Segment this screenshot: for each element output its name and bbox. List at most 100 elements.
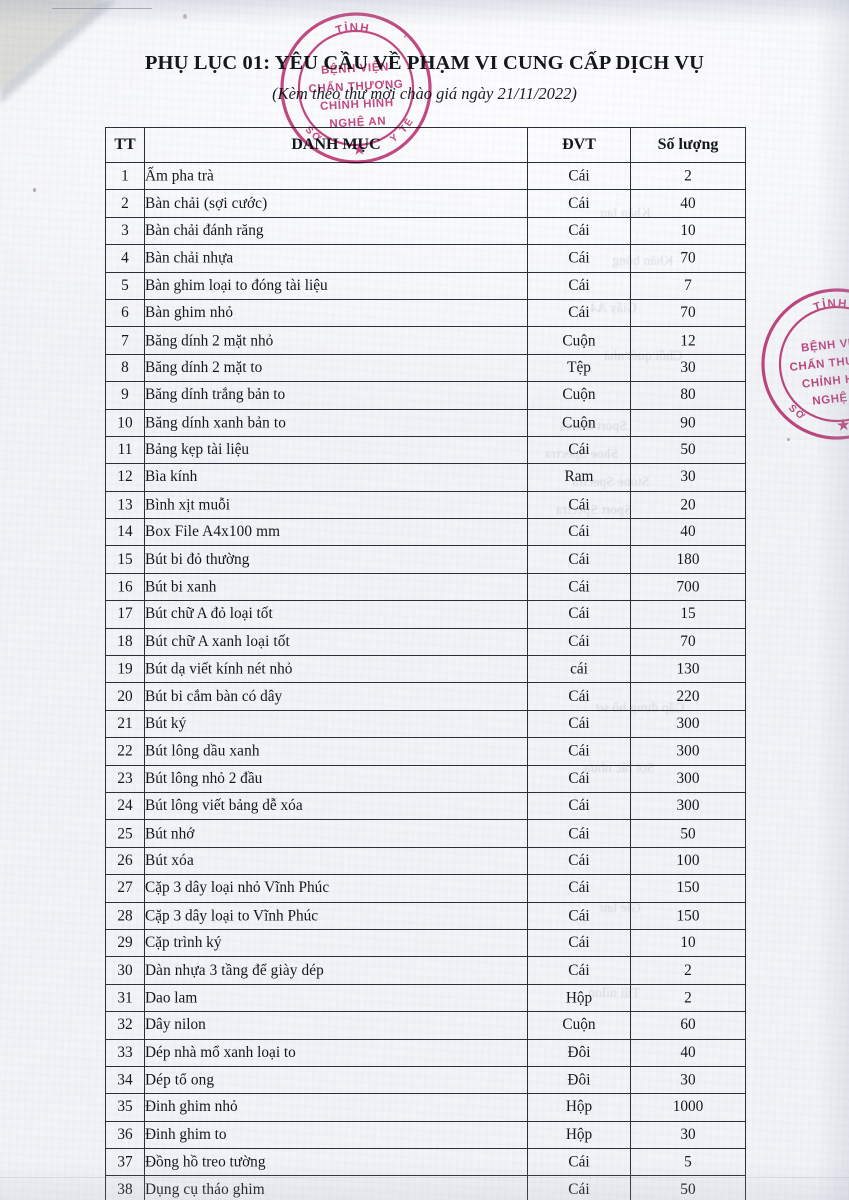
cell-qty: 10 bbox=[630, 216, 746, 246]
cell-tt: 29 bbox=[105, 928, 145, 958]
cell-qty: 40 bbox=[630, 518, 746, 547]
cell-unit: Cái bbox=[527, 956, 631, 985]
cell-name: Box File A4x100 mm bbox=[144, 518, 528, 547]
cell-qty: 50 bbox=[630, 1175, 746, 1200]
cell-unit: Cái bbox=[527, 819, 631, 849]
cell-unit: Ram bbox=[527, 463, 631, 492]
table-row: 12 Bìa kính Ram 30 bbox=[105, 463, 746, 492]
cell-name: Cặp trình ký bbox=[144, 928, 528, 958]
cell-tt: 33 bbox=[105, 1038, 145, 1067]
cell-unit: Cái bbox=[527, 764, 631, 793]
cell-tt: 10 bbox=[105, 408, 145, 438]
column-header-tt: TT bbox=[105, 127, 145, 163]
scan-speck bbox=[33, 188, 36, 192]
cell-unit: Cái bbox=[527, 737, 631, 766]
cell-unit: Cái bbox=[527, 271, 631, 300]
cell-name: Bút bi cắm bàn có dây bbox=[144, 682, 528, 711]
table-row: 37 Đồng hồ treo tường Cái 5 bbox=[105, 1148, 746, 1177]
cell-tt: 18 bbox=[105, 627, 145, 657]
table-row: 36 Đinh ghim to Hộp 30 bbox=[105, 1120, 746, 1150]
cell-qty: 20 bbox=[630, 491, 746, 520]
table-row: 1 Ấm pha trà Cái 2 bbox=[105, 162, 746, 191]
cell-name: Bìa kính bbox=[144, 463, 528, 492]
table-row: 31 Dao lam Hộp 2 bbox=[105, 984, 746, 1013]
cell-tt: 14 bbox=[105, 518, 145, 547]
table-row: 14 Box File A4x100 mm Cái 40 bbox=[105, 518, 746, 547]
cell-tt: 2 bbox=[105, 189, 145, 218]
cell-tt: 9 bbox=[105, 381, 145, 410]
cell-qty: 40 bbox=[630, 1038, 746, 1067]
cell-name: Bàn ghim nhỏ bbox=[144, 298, 528, 328]
table-row: 23 Bút lông nhỏ 2 đầu Cái 300 bbox=[105, 764, 746, 793]
cell-name: Cặp 3 dây loại to Vĩnh Phúc bbox=[144, 901, 528, 931]
cell-qty: 150 bbox=[630, 901, 746, 931]
cell-tt: 11 bbox=[105, 435, 145, 465]
svg-text:★: ★ bbox=[836, 416, 849, 433]
cell-name: Bàn chải (sợi cước) bbox=[144, 189, 528, 218]
cell-name: Bút ký bbox=[144, 709, 528, 739]
cell-tt: 20 bbox=[105, 682, 145, 711]
cell-qty: 300 bbox=[630, 737, 746, 766]
cell-qty: 70 bbox=[630, 244, 746, 273]
cell-name: Bàn chải đánh răng bbox=[144, 216, 528, 246]
table-row: 26 Bút xóa Cái 100 bbox=[105, 846, 746, 876]
cell-name: Băng dính xanh bản to bbox=[144, 408, 528, 438]
cell-tt: 12 bbox=[105, 463, 145, 492]
table-row: 15 Bút bi đỏ thường Cái 180 bbox=[105, 545, 746, 574]
cell-tt: 8 bbox=[105, 353, 145, 383]
cell-qty: 12 bbox=[630, 326, 746, 356]
cell-name: Cặp 3 dây loại nhỏ Vĩnh Phúc bbox=[144, 874, 528, 903]
cell-unit: Cái bbox=[527, 189, 631, 218]
cell-unit: Đôi bbox=[527, 1066, 631, 1095]
cell-name: Ấm pha trà bbox=[144, 162, 528, 191]
cell-tt: 31 bbox=[105, 984, 145, 1013]
cell-tt: 27 bbox=[105, 874, 145, 903]
cell-unit: Cái bbox=[527, 573, 631, 602]
cell-name: Đồng hồ treo tường bbox=[144, 1148, 528, 1177]
cell-qty: 30 bbox=[630, 353, 746, 383]
cell-name: Bàn chải nhựa bbox=[144, 244, 528, 273]
table-row: 17 Bút chữ A đỏ loại tốt Cái 15 bbox=[105, 600, 746, 629]
table-row: 38 Dụng cụ tháo ghim Cái 50 bbox=[105, 1175, 746, 1200]
cell-tt: 37 bbox=[105, 1148, 145, 1177]
cell-name: Đinh ghim nhỏ bbox=[144, 1093, 528, 1122]
table-row: 19 Bút dạ viết kính nét nhỏ cái 130 bbox=[105, 655, 746, 684]
cell-tt: 4 bbox=[105, 244, 145, 273]
cell-tt: 35 bbox=[105, 1093, 145, 1122]
table-row: 9 Băng dính trắng bản to Cuộn 80 bbox=[105, 381, 746, 410]
cell-qty: 300 bbox=[630, 764, 746, 793]
cell-name: Bàn ghim loại to đóng tài liệu bbox=[144, 271, 528, 300]
cell-unit: Cái bbox=[527, 627, 631, 657]
cell-tt: 25 bbox=[105, 819, 145, 849]
official-seal-stamp-secondary: TỈNH SỞ Y TẾ BỆNH VIỆN CHẤN THƯƠNG CHỈNH… bbox=[749, 276, 849, 452]
cell-name: Bút lông viết bảng dễ xóa bbox=[144, 791, 528, 821]
cell-tt: 6 bbox=[105, 298, 145, 328]
cell-unit: Cái bbox=[527, 901, 631, 931]
cell-tt: 17 bbox=[105, 600, 145, 629]
cell-qty: 30 bbox=[630, 1120, 746, 1150]
cell-unit: Cuộn bbox=[527, 381, 631, 410]
items-table-container: TT DANH MỤC ĐVT Số lượng 1 Ấm pha trà Cái 2… bbox=[105, 127, 746, 1200]
cell-tt: 24 bbox=[105, 791, 145, 821]
cell-name: Bút xóa bbox=[144, 846, 528, 876]
cell-unit: Cái bbox=[527, 435, 631, 465]
cell-unit: Cuộn bbox=[527, 1011, 631, 1040]
cell-name: Bút chữ A đỏ loại tốt bbox=[144, 600, 528, 629]
cell-unit: Cái bbox=[527, 791, 631, 821]
cell-tt: 34 bbox=[105, 1066, 145, 1095]
cell-qty: 10 bbox=[630, 928, 746, 958]
table-row: 22 Bút lông dầu xanh Cái 300 bbox=[105, 737, 746, 766]
cell-name: Bút nhớ bbox=[144, 819, 528, 849]
cell-name: Bút lông nhỏ 2 đầu bbox=[144, 764, 528, 793]
cell-name: Bút chữ A xanh loại tốt bbox=[144, 627, 528, 657]
cell-unit: Cái bbox=[527, 682, 631, 711]
cell-tt: 5 bbox=[105, 271, 145, 300]
svg-text:TỈNH: TỈNH bbox=[334, 20, 371, 37]
cell-qty: 30 bbox=[630, 1066, 746, 1095]
cell-name: Dao lam bbox=[144, 984, 528, 1013]
table-row: 28 Cặp 3 dây loại to Vĩnh Phúc Cái 150 bbox=[105, 901, 746, 931]
column-header-qty: Số lượng bbox=[630, 127, 746, 163]
svg-text:CHẤN THƯƠNG: CHẤN THƯƠNG bbox=[789, 351, 849, 374]
cell-name: Dép tổ ong bbox=[144, 1066, 528, 1095]
